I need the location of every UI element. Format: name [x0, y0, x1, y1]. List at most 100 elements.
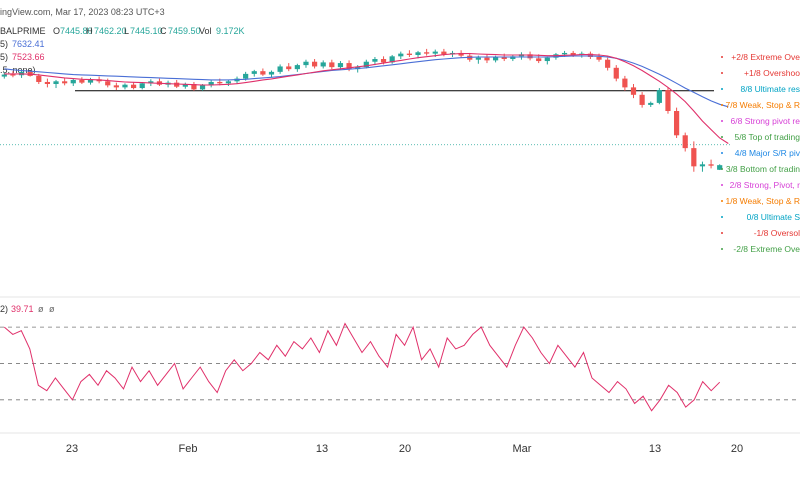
candle-body: [441, 52, 446, 55]
candle-body: [140, 83, 145, 88]
high-value: 7462.20: [94, 26, 127, 36]
candle-body: [303, 62, 308, 65]
candle-body: [243, 74, 248, 79]
vol-value: 9.172K: [216, 26, 245, 36]
ma2-value: 7523.66: [12, 52, 45, 62]
murrey-label: 6/8 Strong pivot re: [731, 116, 800, 126]
candle-body: [114, 85, 119, 87]
murrey-dot: [721, 168, 723, 170]
murrey-label: 2/8 Strong, Pivot, r: [730, 180, 800, 190]
time-tick-label: Mar: [513, 443, 532, 455]
candle-body: [433, 52, 438, 54]
candle-body: [381, 59, 386, 62]
candle-body: [269, 72, 274, 75]
candle-body: [545, 58, 550, 61]
ma1-fragment: 5): [0, 39, 8, 49]
candle-body: [648, 103, 653, 105]
murrey-dot: [721, 184, 723, 186]
candle-body: [596, 57, 601, 60]
candle-body: [562, 53, 567, 54]
murrey-dot: [721, 216, 723, 218]
murrey-label: 4/8 Major S/R piv: [735, 148, 800, 158]
candle-body: [614, 68, 619, 79]
murrey-dot: [721, 152, 723, 154]
candle-body: [278, 66, 283, 71]
murrey-dot: [721, 72, 723, 74]
rsi-legend: 2) 39.71 ø ø: [0, 304, 55, 314]
candle-body: [131, 85, 136, 88]
murrey-dot: [721, 232, 723, 234]
murrey-dot: [721, 200, 723, 202]
candle-body: [329, 62, 334, 67]
murrey-label: 5/8 Top of trading: [734, 132, 800, 142]
high-label: H: [86, 26, 93, 36]
candle-body: [476, 58, 481, 60]
candle-body: [200, 85, 205, 89]
candle-body: [53, 81, 58, 84]
candle-body: [260, 71, 265, 74]
murrey-label: +1/8 Overshoo: [744, 68, 800, 78]
rsi-fragment: 2): [0, 304, 8, 314]
murrey-dot: [721, 104, 723, 106]
candle-body: [36, 76, 41, 82]
murrey-dot: [721, 56, 723, 58]
candle-body: [338, 63, 343, 67]
candle-body: [631, 87, 636, 94]
candle-body: [674, 111, 679, 135]
close-value: 7459.50: [168, 26, 201, 36]
rsi-extra-2: ø: [49, 304, 55, 314]
candle-body: [536, 58, 541, 61]
time-tick-label: 13: [316, 443, 328, 455]
candle-body: [657, 90, 662, 103]
candle-body: [252, 71, 257, 74]
candle-body: [708, 164, 713, 165]
rsi-value: 39.71: [11, 304, 34, 314]
ma2-fragment: 5): [0, 52, 8, 62]
candle-body: [226, 81, 231, 83]
candle-body: [122, 85, 127, 88]
candle-body: [640, 95, 645, 105]
candle-body: [665, 90, 670, 111]
site-header: ingView.com, Mar 17, 2023 08:23 UTC+3: [0, 7, 165, 17]
time-tick-label: 23: [66, 443, 78, 455]
candle-body: [312, 62, 317, 67]
open-label: O: [53, 26, 60, 36]
candle-body: [415, 52, 420, 55]
candle-body: [398, 54, 403, 57]
ma1-value: 7632.41: [12, 39, 45, 49]
candle-body: [71, 80, 76, 83]
rsi-line: [4, 324, 719, 411]
murrey-label: 3/8 Bottom of tradin: [726, 164, 800, 174]
ohlc-legend: BALPRIME O 7445.80 H 7462.20 L 7445.10 C…: [0, 26, 245, 36]
candle-body: [321, 62, 326, 66]
murrey-label: -2/8 Extreme Ove: [733, 244, 800, 254]
time-tick-label: 20: [731, 443, 743, 455]
candle-body: [424, 52, 429, 53]
candle-body: [286, 66, 291, 69]
candle-body: [372, 59, 377, 62]
murrey-label: 7/8 Weak, Stop & R: [726, 100, 800, 110]
close-label: C: [160, 26, 167, 36]
low-label: L: [124, 26, 129, 36]
candle-body: [217, 82, 222, 83]
candle-body: [62, 81, 67, 83]
candle-body: [295, 65, 300, 69]
rsi-extra-1: ø: [38, 304, 44, 314]
murrey-label: 0/8 Ultimate S: [747, 212, 800, 222]
murrey-label: 1/8 Weak, Stop & R: [726, 196, 800, 206]
candle-body: [79, 80, 84, 83]
candle-body: [2, 75, 7, 77]
candle-body: [484, 58, 489, 61]
candle-body: [683, 135, 688, 148]
candle-body: [105, 81, 110, 85]
candles: [2, 49, 723, 172]
murrey-dot: [721, 88, 723, 90]
candle-body: [691, 148, 696, 166]
murrey-label: -1/8 Oversol: [754, 228, 800, 238]
rsi-reference-lines: [0, 327, 800, 400]
murrey-dot: [721, 248, 723, 250]
candle-body: [45, 82, 50, 84]
murrey-label: +2/8 Extreme Ove: [731, 52, 800, 62]
